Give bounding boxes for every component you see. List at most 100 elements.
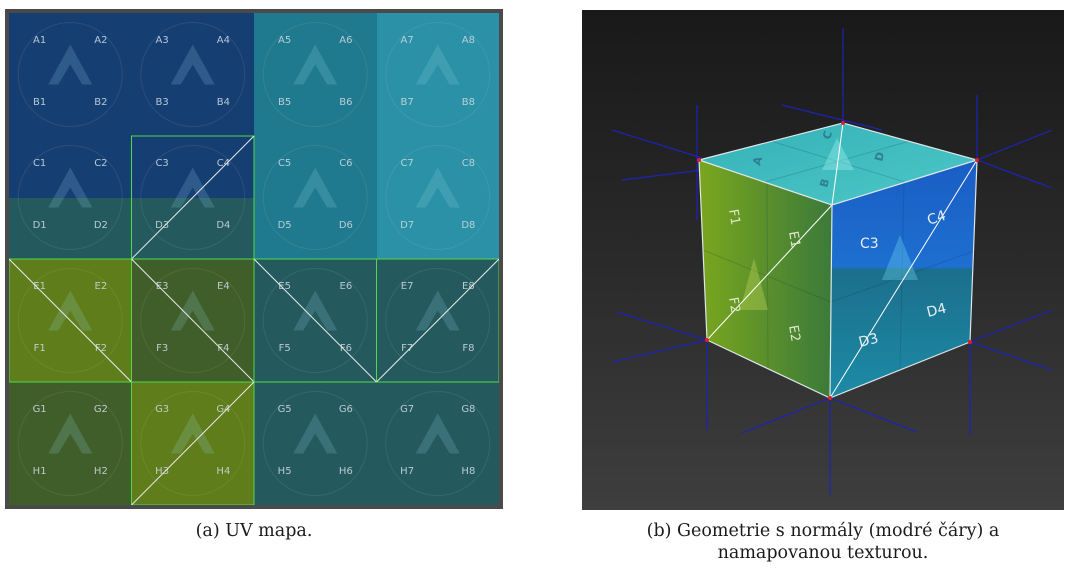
uv-cell-label: E5 — [278, 281, 291, 292]
uv-cell-label: C8 — [461, 158, 476, 169]
uv-cell-label: G8 — [461, 404, 476, 415]
uv-map-panel: A1 A2 A3 A4 A5 A6 A7 A8 B1 B2 B3 B4 B5 B6 B7 B8 C1 C2 C3 C4… — [5, 9, 503, 509]
uv-cell-label: C4 — [216, 158, 231, 169]
uv-cell: E2 — [70, 259, 132, 321]
uv-cell-label: C6 — [339, 158, 353, 169]
uv-cell-label: H5 — [277, 465, 292, 477]
uv-cell-label: F5 — [278, 342, 291, 354]
uv-cell-label: G1 — [32, 404, 47, 415]
caption-a: (a) UV mapa. — [195, 521, 313, 541]
uv-cell-label: G3 — [155, 404, 170, 415]
uv-cell: B5 — [254, 74, 316, 136]
uv-cell: D4 — [192, 197, 254, 259]
uv-cell: A7 — [376, 13, 438, 75]
uv-cell: F8 — [437, 320, 499, 382]
uv-cell-label: H8 — [461, 465, 476, 477]
uv-cell-label: H3 — [155, 465, 170, 477]
uv-cell: B2 — [70, 74, 132, 136]
uv-cell: B8 — [437, 74, 499, 136]
uv-cell-label: G5 — [277, 404, 292, 415]
uv-cell-label: A1 — [33, 35, 47, 46]
uv-cell-label: C1 — [32, 158, 47, 169]
uv-cell-label: F4 — [217, 342, 230, 354]
uv-cell: H5 — [254, 443, 316, 505]
uv-cell: A1 — [9, 13, 71, 75]
uv-cell: E7 — [376, 259, 438, 321]
uv-cell: E6 — [315, 259, 377, 321]
uv-cell-label: A8 — [461, 35, 475, 46]
uv-cell-label: B7 — [400, 96, 414, 108]
uv-cell: B7 — [376, 74, 438, 136]
uv-cell-label: D7 — [400, 219, 415, 231]
uv-cell: A4 — [192, 13, 254, 75]
uv-cell: A2 — [70, 13, 132, 75]
uv-cell: F5 — [254, 320, 316, 382]
uv-cell-label: D5 — [277, 219, 292, 231]
uv-cell-label: E6 — [339, 281, 353, 292]
cube-label-e1: E1 — [785, 230, 803, 249]
uv-cell: C6 — [315, 136, 377, 198]
uv-cell: H6 — [315, 443, 377, 505]
uv-overlay — [9, 22, 499, 505]
uv-cell-label: E8 — [462, 281, 475, 292]
uv-cell: B3 — [131, 74, 193, 136]
uv-cell-label: D4 — [216, 219, 231, 231]
uv-cell-label: G7 — [400, 404, 415, 415]
cube-left-face — [699, 160, 832, 398]
uv-cell: A3 — [131, 13, 193, 75]
svg-text:A: A — [750, 155, 765, 167]
uv-cell: B6 — [315, 74, 377, 136]
uv-cell-label: C3 — [155, 158, 169, 169]
uv-cell: D1 — [9, 197, 71, 259]
caption-b: (b) Geometrie s normály (modré čáry) a n… — [582, 520, 1064, 564]
uv-cell-label: H2 — [93, 465, 108, 477]
cube-label-c4: C4 — [925, 208, 948, 229]
uv-cell-label: F6 — [339, 342, 352, 354]
uv-cell: B1 — [9, 74, 71, 136]
uv-cell-label: E7 — [400, 281, 414, 292]
caption-b-line1: (b) Geometrie s normály (modré čáry) a — [646, 521, 1000, 541]
uv-cell: D8 — [437, 197, 499, 259]
uv-cell: C5 — [254, 136, 316, 198]
3d-viewport: A B D C C3 C4 D3 D4 F1 E1 F2 E2 — [582, 10, 1064, 510]
uv-cell: G7 — [376, 382, 438, 444]
uv-cell-label: G4 — [216, 404, 231, 415]
uv-cell: A6 — [315, 13, 377, 75]
uv-cell-label: G6 — [338, 404, 353, 415]
uv-cell-label: A3 — [155, 35, 169, 46]
uv-cell-label: F3 — [156, 342, 169, 354]
uv-cell: G1 — [9, 382, 71, 444]
uv-cell-label: C2 — [94, 158, 108, 169]
uv-cell-label: A7 — [400, 35, 414, 46]
uv-cell-label: B4 — [216, 96, 230, 108]
uv-cell: F3 — [131, 320, 193, 382]
uv-cell-label: E2 — [94, 281, 108, 292]
uv-cell: E4 — [192, 259, 254, 321]
svg-text:B: B — [817, 177, 832, 188]
uv-cell-label: G2 — [93, 404, 108, 415]
uv-cell-label: C7 — [400, 158, 414, 169]
uv-cell: A5 — [254, 13, 316, 75]
cube-label-d4: D4 — [925, 301, 948, 321]
uv-cell-label: H4 — [216, 465, 231, 477]
cube-label-c3: C3 — [860, 236, 879, 252]
uv-cell-label: D1 — [32, 219, 47, 231]
uv-cell-label: B3 — [155, 96, 169, 108]
uv-cell-label: F2 — [94, 342, 107, 354]
uv-cell-label: C5 — [277, 158, 292, 169]
uv-cell: D7 — [376, 197, 438, 259]
uv-cell: B4 — [192, 74, 254, 136]
uv-cell: H1 — [9, 443, 71, 505]
svg-text:D: D — [872, 151, 887, 163]
uv-cell: G6 — [315, 382, 377, 444]
uv-cell: H8 — [437, 443, 499, 505]
uv-cell-label: A6 — [339, 35, 353, 46]
uv-cell: D6 — [315, 197, 377, 259]
uv-cell: C3 — [131, 136, 193, 198]
uv-cell-label: D6 — [338, 219, 353, 231]
uv-cell: H4 — [192, 443, 254, 505]
uv-cell-label: D3 — [155, 219, 170, 231]
uv-cell-label: H1 — [32, 465, 47, 477]
uv-cell-label: E1 — [33, 281, 46, 292]
uv-cell-label: F8 — [462, 342, 475, 354]
